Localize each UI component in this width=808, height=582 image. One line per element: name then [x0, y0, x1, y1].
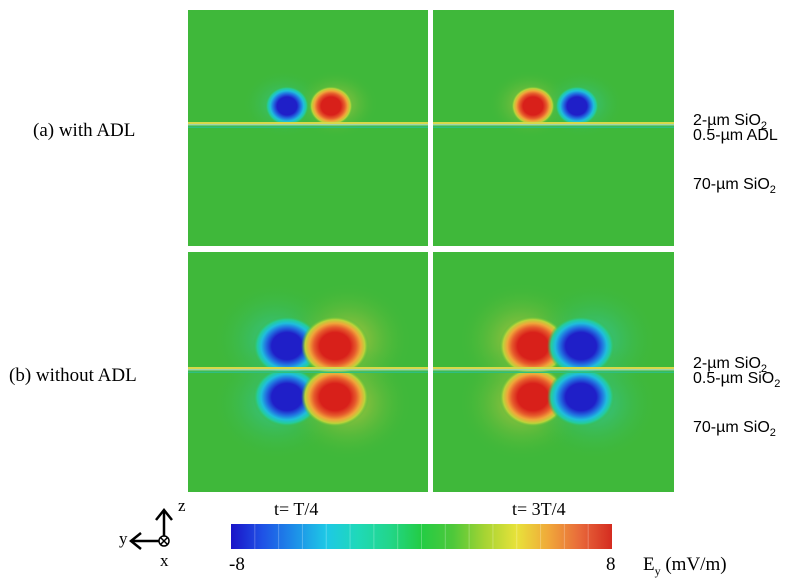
panel-a-t-quarter [188, 10, 428, 246]
colorbar-quantity-label: Ey (mV/m) [643, 554, 727, 578]
positive-lobe [499, 316, 567, 376]
positive-lobe [301, 316, 369, 376]
positive-lobe [511, 86, 555, 126]
colorbar-min-label: -8 [229, 554, 245, 575]
positive-lobe [309, 86, 353, 126]
negative-lobe [253, 316, 321, 376]
panel-b-t-quarter [188, 252, 428, 492]
layer-label-top-b: 2-µm SiO2 [693, 355, 768, 376]
layer-label-bottom-a: 70-µm SiO2 [693, 176, 776, 197]
layer-label-mid-a: 0.5-µm ADL [693, 127, 778, 144]
negative-lobe [253, 367, 321, 427]
colorbar [231, 524, 612, 549]
time-label-three-quarter: t= 3T/4 [512, 499, 566, 519]
negative-lobe [265, 86, 309, 126]
row-label-with-adl: (a) with ADL [33, 120, 136, 141]
axis-label-y: y [119, 529, 128, 548]
axis-label-z: z [178, 496, 186, 515]
axis-label-x: x [160, 551, 169, 570]
negative-lobe [547, 316, 615, 376]
row-label-without-adl: (b) without ADL [9, 365, 137, 386]
layer-label-top-a: 2-µm SiO2 [693, 112, 768, 133]
positive-lobe [499, 367, 567, 427]
axes-glyph [128, 507, 173, 550]
colorbar-segments [254, 524, 589, 549]
layer-label-mid-b: 0.5-µm SiO2 [693, 370, 781, 391]
panel-b-t-three-quarter [433, 252, 674, 492]
negative-lobe [547, 367, 615, 427]
negative-lobe [555, 86, 599, 126]
colorbar-max-label: 8 [606, 554, 616, 575]
time-label-quarter: t= T/4 [274, 499, 319, 519]
panel-a-t-three-quarter [433, 10, 674, 246]
positive-lobe [301, 367, 369, 427]
layer-label-bottom-b: 70-µm SiO2 [693, 419, 776, 440]
